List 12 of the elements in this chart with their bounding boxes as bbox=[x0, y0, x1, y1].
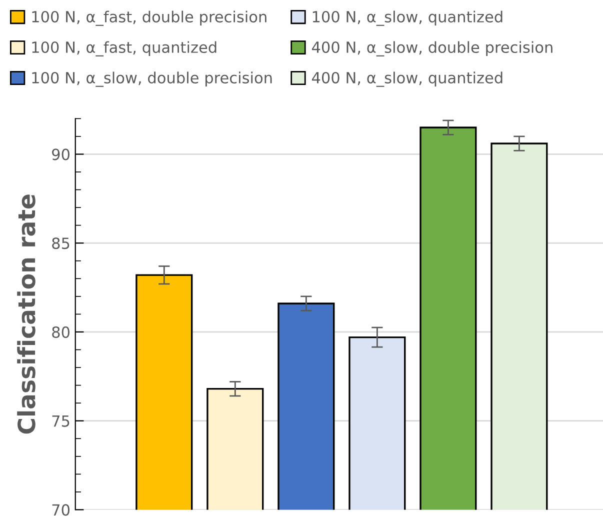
y-axis-title: Classification rate bbox=[17, 194, 36, 434]
legend-label: 100 N, α_slow, quantized bbox=[312, 10, 502, 26]
y-tick-label: 70 bbox=[52, 504, 70, 516]
y-tick-label: 90 bbox=[52, 148, 70, 160]
legend-label: 100 N, α_fast, quantized bbox=[32, 41, 216, 56]
y-tick-label: 75 bbox=[52, 415, 70, 427]
legend-label: 100 N, α_fast, double precision bbox=[32, 10, 266, 26]
legend-label: 100 N, α_slow, double precision bbox=[32, 72, 272, 87]
legend-label: 400 N, α_slow, double precision bbox=[312, 41, 552, 56]
y-tick-label: 80 bbox=[52, 326, 70, 338]
legend-label: 400 N, α_slow, quantized bbox=[312, 72, 502, 87]
y-tick-label: 85 bbox=[52, 238, 70, 250]
